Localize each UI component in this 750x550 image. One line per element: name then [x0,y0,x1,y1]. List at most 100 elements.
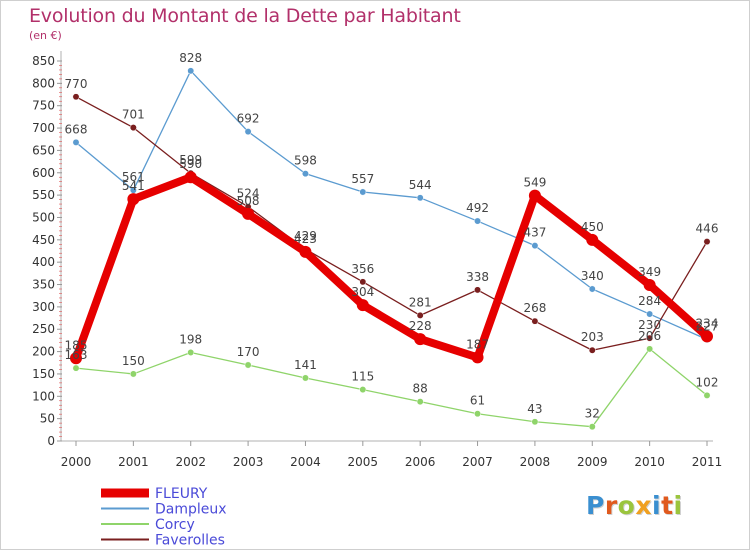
x-tick-label: 2005 [348,455,379,469]
data-label-fleury: 508 [237,194,260,208]
series-line-corcy [75,348,708,428]
data-label-faverolles: 356 [351,262,374,276]
data-point-faverolles [531,317,539,325]
x-tick-label: 2003 [233,455,264,469]
data-label-fleury: 450 [581,220,604,234]
series-line-dampleux [75,70,708,341]
data-point-dampleux [531,242,539,250]
data-label-dampleux: 561 [122,170,145,184]
data-point-dampleux [72,138,80,146]
data-label-dampleux: 668 [65,122,88,136]
data-label-faverolles: 770 [65,77,88,91]
data-point-dampleux [646,310,654,318]
data-point-fleury [299,245,312,258]
y-tick-label: 350 [32,278,55,292]
logo-letter: t [661,491,674,520]
data-label-corcy: 115 [351,370,374,384]
data-label-dampleux: 557 [351,172,374,186]
y-tick-label: 750 [32,99,55,113]
y-tick-label: 400 [32,255,55,269]
data-point-dampleux [359,188,367,196]
data-label-fleury: 185 [65,338,88,352]
data-point-corcy [359,386,367,394]
proxiti-logo: Proxiti [586,491,683,520]
data-label-dampleux: 598 [294,154,317,168]
y-tick-label: 600 [32,166,55,180]
x-tick-label: 2001 [118,455,149,469]
data-point-fleury [701,330,713,343]
data-label-faverolles: 268 [523,301,546,315]
data-point-faverolles [129,124,137,132]
data-point-fleury [643,278,656,291]
data-label-fleury: 228 [409,319,432,333]
data-point-fleury [528,189,541,202]
data-label-corcy: 170 [237,345,260,359]
data-point-fleury [471,351,484,364]
data-label-fleury: 304 [351,285,374,299]
data-point-corcy [129,370,137,378]
data-label-corcy: 206 [638,329,661,343]
data-point-faverolles [359,278,367,286]
data-point-corcy [72,364,80,372]
y-tick-label: 550 [32,188,55,202]
data-label-faverolles: 701 [122,108,145,122]
data-label-fleury: 541 [122,179,145,193]
data-label-fleury: 349 [638,265,661,279]
data-point-faverolles [72,93,80,101]
data-label-corcy: 150 [122,354,145,368]
y-tick-label: 850 [32,54,55,68]
chart-title: Evolution du Montant de la Dette par Hab… [29,5,461,27]
y-tick-label: 300 [32,300,55,314]
data-label-faverolles: 281 [409,295,432,309]
data-point-corcy [588,423,596,431]
y-tick-label: 200 [32,345,55,359]
data-point-corcy [474,410,481,418]
data-label-faverolles: 203 [581,330,604,344]
data-label-faverolles: 338 [466,270,489,284]
logo-letter: x [635,491,652,520]
data-point-dampleux [302,170,309,178]
logo-letter: P [586,491,605,520]
data-point-dampleux [474,217,481,225]
chart-unit: (en €) [29,29,62,42]
data-point-faverolles [588,346,596,354]
y-tick-label: 250 [32,322,55,336]
data-label-fleury: 234 [696,316,719,330]
data-label-dampleux: 284 [638,294,661,308]
data-point-corcy [302,374,309,382]
data-point-corcy [416,398,424,406]
data-point-fleury [184,171,197,184]
y-tick-label: 800 [32,76,55,90]
legend-label-corcy: Corcy [155,517,195,533]
data-point-faverolles [646,334,654,342]
x-tick-label: 2009 [577,455,608,469]
data-point-faverolles [474,286,481,294]
data-label-corcy: 43 [527,402,542,416]
x-tick-label: 2004 [290,455,321,469]
data-point-dampleux [588,285,596,293]
logo-letter: i [673,491,683,520]
data-label-faverolles: 524 [237,187,260,201]
data-point-faverolles [416,311,424,319]
series-line-fleury [72,173,711,363]
y-tick-label: 50 [40,412,55,426]
legend-label-fleury: FLEURY [155,486,208,502]
data-label-corcy: 61 [470,394,485,408]
data-point-corcy [244,361,252,369]
data-label-dampleux: 828 [179,51,202,65]
data-label-fleury: 187 [466,337,489,351]
logo-letter: r [604,491,618,520]
data-label-corcy: 32 [585,407,600,421]
legend-label-faverolles: Faverolles [155,533,225,549]
data-label-faverolles: 446 [696,222,719,236]
logo-letter: o [617,491,636,520]
data-label-dampleux: 227 [696,320,719,334]
data-label-corcy: 163 [65,348,88,362]
data-label-dampleux: 437 [523,226,546,240]
x-tick-label: 2008 [520,455,551,469]
y-tick-label: 650 [32,143,55,157]
y-tick-label: 0 [47,434,55,448]
data-label-dampleux: 492 [466,201,489,215]
data-label-dampleux: 340 [581,269,604,283]
data-label-dampleux: 692 [237,112,260,126]
